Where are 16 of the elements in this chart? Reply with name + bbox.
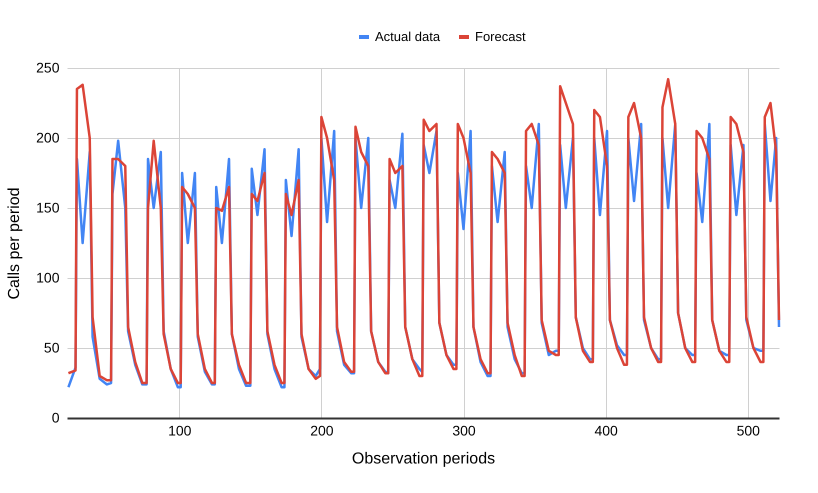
y-tick-label: 0 [52,410,60,426]
x-tick-label: 400 [594,422,618,438]
x-tick-label: 200 [310,422,334,438]
legend-label: Forecast [475,29,526,44]
x-axis-title: Observation periods [352,450,496,468]
y-tick-label: 250 [36,60,60,76]
line-series [67,78,780,384]
y-tick-label: 50 [44,340,60,356]
y-tick-label: 100 [36,270,60,286]
x-tick-label: 300 [452,422,476,438]
y-tick-label: 200 [36,130,60,146]
y-tick-label: 150 [36,200,60,216]
x-tick-label: 100 [168,422,192,438]
legend-label: Actual data [375,29,441,44]
y-axis-title: Calls per period [6,187,24,300]
x-tick-label: 500 [736,422,760,438]
